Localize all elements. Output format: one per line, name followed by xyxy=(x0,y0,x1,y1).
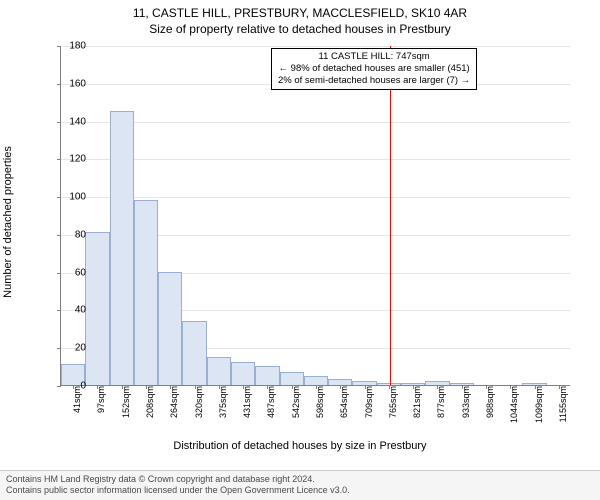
histogram-bar xyxy=(304,376,328,385)
x-tick-label: 375sqm xyxy=(218,386,228,418)
histogram-bar xyxy=(231,362,255,385)
annotation-line: 2% of semi-detached houses are larger (7… xyxy=(278,75,470,87)
attribution-footer: Contains HM Land Registry data © Crown c… xyxy=(0,470,600,500)
annotation-line: 11 CASTLE HILL: 747sqm xyxy=(278,51,470,63)
plot-area: 41sqm97sqm152sqm208sqm264sqm320sqm375sqm… xyxy=(60,46,570,386)
x-tick-label: 542sqm xyxy=(291,386,301,418)
y-tick-label: 0 xyxy=(56,381,86,392)
x-tick-label: 877sqm xyxy=(436,386,446,418)
x-tick-label: 821sqm xyxy=(412,386,422,418)
y-axis-title: Number of detached properties xyxy=(2,146,14,298)
x-tick-label: 765sqm xyxy=(388,386,398,418)
histogram-bar xyxy=(280,372,304,385)
annotation-line: ← 98% of detached houses are smaller (45… xyxy=(278,63,470,75)
chart-title-sub: Size of property relative to detached ho… xyxy=(0,20,600,36)
y-tick-label: 80 xyxy=(56,229,86,240)
footer-line-2: Contains public sector information licen… xyxy=(6,485,594,497)
histogram-bar xyxy=(85,232,109,385)
x-tick-label: 1044sqm xyxy=(509,386,519,423)
y-tick-label: 40 xyxy=(56,305,86,316)
y-tick-label: 140 xyxy=(56,116,86,127)
x-tick-label: 598sqm xyxy=(315,386,325,418)
y-tick-label: 160 xyxy=(56,78,86,89)
x-axis-title: Distribution of detached houses by size … xyxy=(0,440,600,452)
y-gridline xyxy=(61,46,570,47)
x-tick-label: 988sqm xyxy=(485,386,495,418)
x-tick-label: 1155sqm xyxy=(558,386,568,422)
histogram-bar xyxy=(182,321,206,385)
histogram-bar xyxy=(207,357,231,385)
x-tick-label: 97sqm xyxy=(96,386,106,413)
x-tick-label: 1099sqm xyxy=(534,386,544,423)
x-tick-label: 487sqm xyxy=(266,386,276,418)
x-tick-label: 933sqm xyxy=(461,386,471,418)
footer-line-1: Contains HM Land Registry data © Crown c… xyxy=(6,474,594,486)
y-gridline xyxy=(61,122,570,123)
y-tick-label: 100 xyxy=(56,192,86,203)
y-gridline xyxy=(61,159,570,160)
x-tick-label: 208sqm xyxy=(145,386,155,418)
chart-title-main: 11, CASTLE HILL, PRESTBURY, MACCLESFIELD… xyxy=(0,0,600,20)
y-gridline xyxy=(61,197,570,198)
chart-container: 11, CASTLE HILL, PRESTBURY, MACCLESFIELD… xyxy=(0,0,600,500)
x-tick-label: 264sqm xyxy=(169,386,179,418)
x-tick-label: 709sqm xyxy=(364,386,374,418)
histogram-bar xyxy=(255,366,279,385)
histogram-bar xyxy=(110,111,134,385)
y-tick-label: 180 xyxy=(56,41,86,52)
reference-line xyxy=(390,46,391,385)
y-tick-label: 60 xyxy=(56,267,86,278)
x-tick-label: 152sqm xyxy=(121,386,131,418)
x-tick-label: 320sqm xyxy=(194,386,204,418)
annotation-box: 11 CASTLE HILL: 747sqm← 98% of detached … xyxy=(271,48,477,90)
x-tick-label: 431sqm xyxy=(242,386,252,418)
y-tick-label: 120 xyxy=(56,154,86,165)
y-tick-label: 20 xyxy=(56,343,86,354)
x-tick-label: 654sqm xyxy=(339,386,349,418)
histogram-bar xyxy=(134,200,158,385)
histogram-bar xyxy=(158,272,182,385)
